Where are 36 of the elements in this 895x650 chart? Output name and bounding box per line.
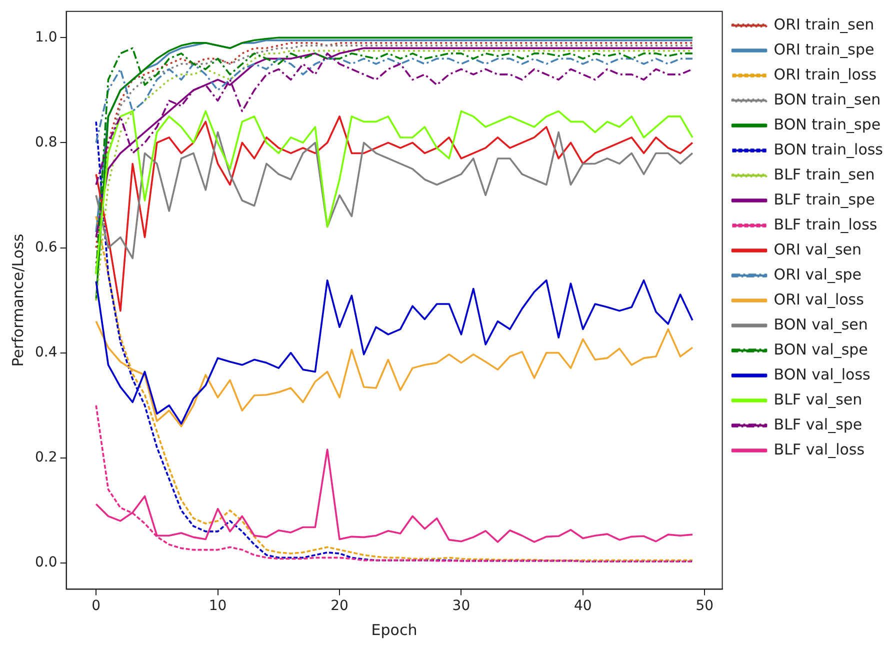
line-series (95, 120, 694, 562)
x-tick-label: 0 (92, 598, 101, 614)
legend-label: BON val_sen (774, 315, 868, 334)
line-series (95, 404, 694, 562)
legend-label: BLF train_sen (774, 165, 875, 184)
legend-label: BLF train_spe (774, 190, 875, 208)
legend-label: BON train_spe (774, 115, 881, 134)
x-tick-label: 30 (452, 598, 470, 614)
legend-label: BLF val_loss (774, 440, 865, 458)
line-series (95, 215, 694, 562)
legend-label: ORI train_loss (774, 65, 877, 84)
y-tick-label: 0.2 (35, 450, 58, 466)
x-tick-label: 50 (696, 598, 714, 614)
x-axis-title: Epoch (371, 620, 418, 639)
legend-label: BON val_spe (774, 340, 868, 358)
x-tick-label: 10 (208, 598, 227, 614)
y-tick-label: 0.8 (35, 134, 58, 150)
y-tick-label: 0.4 (35, 344, 58, 360)
legend-label: ORI val_sen (774, 240, 862, 258)
x-tick-label: 40 (574, 598, 592, 614)
legend-label: ORI val_loss (774, 290, 864, 308)
legend-label: BLF val_spe (774, 415, 862, 434)
y-tick-label: 1.0 (35, 29, 58, 46)
legend-label: ORI train_sen (774, 15, 874, 34)
legend-label: BLF val_sen (774, 390, 862, 408)
y-tick-label: 0.0 (35, 554, 58, 571)
legend-label: BLF train_loss (774, 215, 878, 234)
legend-label: BON train_loss (774, 140, 884, 158)
legend-label: ORI train_spe (774, 40, 874, 58)
legend-label: BON train_sen (774, 90, 881, 108)
legend-label: BON val_loss (774, 365, 871, 384)
x-tick-label: 20 (330, 598, 348, 614)
y-tick-label: 0.6 (35, 239, 58, 256)
y-axis-title: Performance/Loss (8, 234, 27, 367)
line-series (95, 58, 694, 144)
legend-label: ORI val_spe (774, 265, 862, 284)
